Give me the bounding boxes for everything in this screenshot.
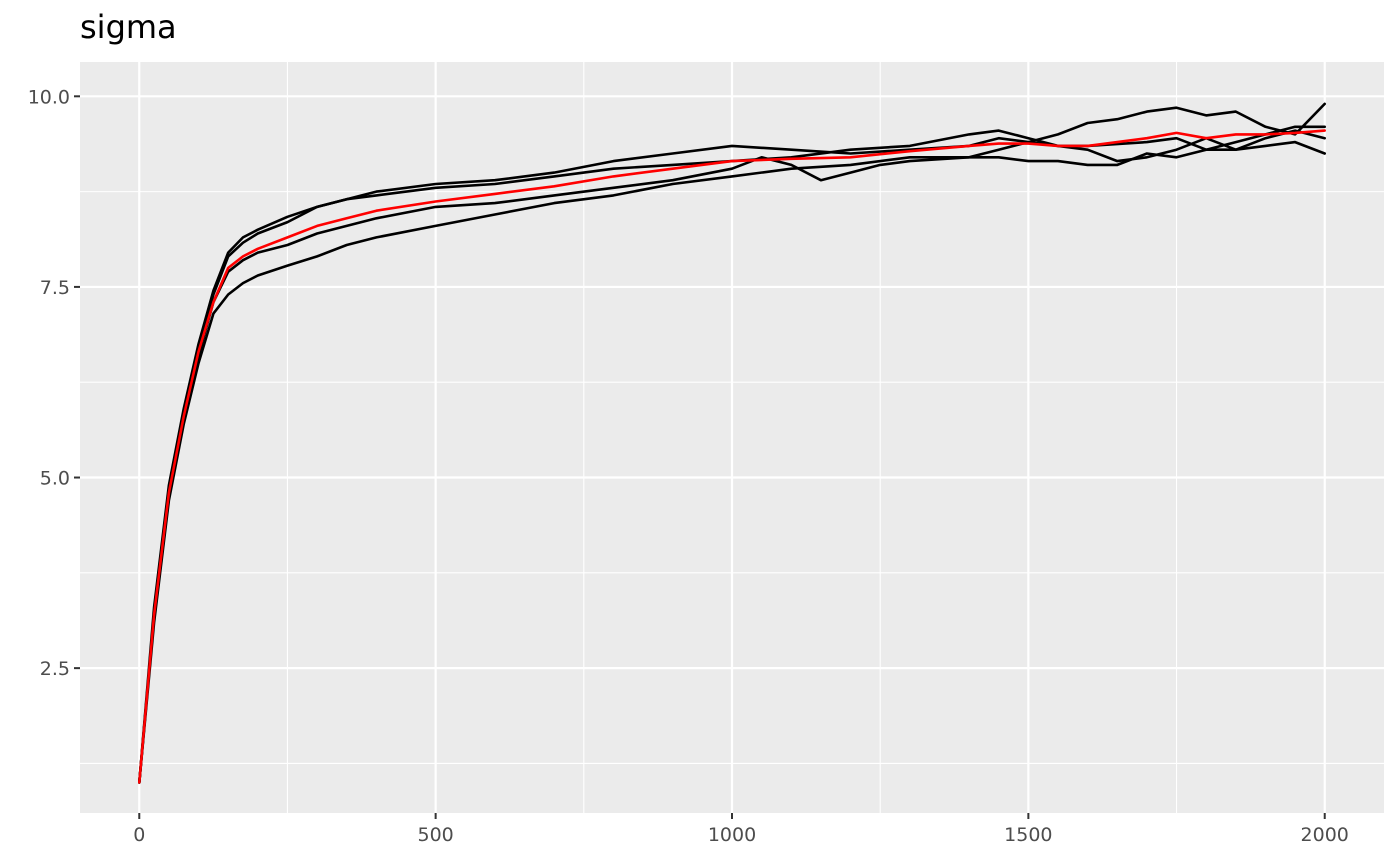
grid-lines <box>80 62 1384 813</box>
series-line-1 <box>138 102 1326 784</box>
series-lines <box>138 102 1326 784</box>
axes: 0 500 1000 1500 2000 2.5 5.0 7.5 10.0 <box>28 86 1349 846</box>
x-tick-label: 1500 <box>1004 824 1052 846</box>
x-tick-label: 500 <box>418 824 454 846</box>
series-line-4 <box>138 125 1326 784</box>
x-tick-label: 2000 <box>1301 824 1349 846</box>
y-tick-label: 10.0 <box>28 86 70 108</box>
series-line-2 <box>138 129 1326 784</box>
series-line-3 <box>138 136 1326 784</box>
y-tick-label: 2.5 <box>40 658 70 680</box>
x-tick-label: 1000 <box>708 824 756 846</box>
y-tick-label: 7.5 <box>40 277 70 299</box>
chart-title: sigma <box>80 8 177 46</box>
y-tick-label: 5.0 <box>40 468 70 490</box>
series-line-5 <box>138 129 1326 784</box>
x-tick-label: 0 <box>133 824 145 846</box>
